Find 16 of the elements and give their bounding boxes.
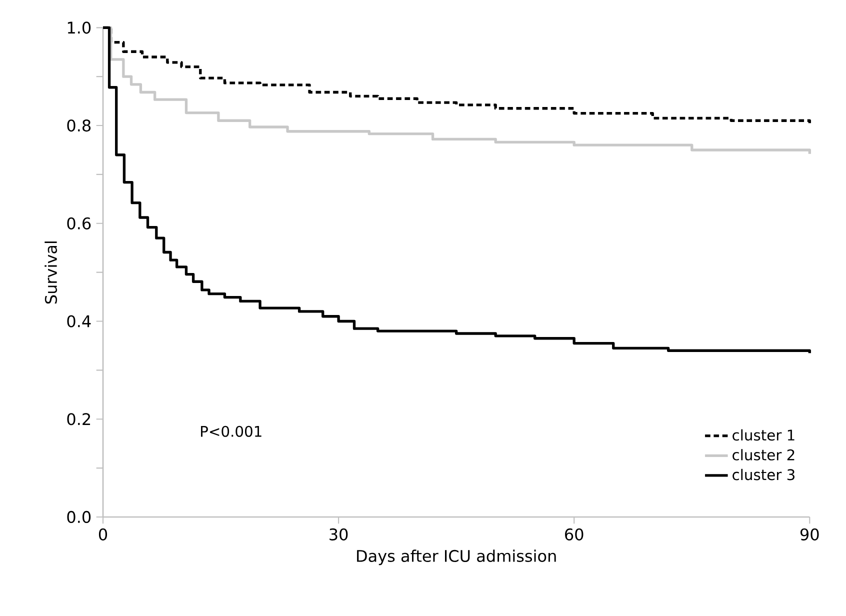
y-tick-label: 0.2 xyxy=(67,413,90,426)
y-tick-label: 0.0 xyxy=(67,510,91,524)
x-axis-title: Days after ICU admission xyxy=(357,550,556,566)
x-tick-label: 30 xyxy=(330,528,348,540)
legend-label: cluster 2 xyxy=(732,449,794,460)
y-tick-label: 0.6 xyxy=(67,217,91,230)
x-tick-label: 60 xyxy=(565,528,584,540)
legend-label: cluster 1 xyxy=(732,429,794,441)
y-axis-title: Survival xyxy=(44,242,58,304)
annotation: P<0.001 xyxy=(201,426,262,437)
y-tick-label: 0.8 xyxy=(67,119,91,132)
x-tick-label: 0 xyxy=(98,528,108,540)
y-tick-label: 1.0 xyxy=(68,22,91,34)
legend-label: cluster 3 xyxy=(732,468,794,480)
y-tick-label: 0.4 xyxy=(67,315,91,328)
x-tick-label: 90 xyxy=(800,528,819,540)
